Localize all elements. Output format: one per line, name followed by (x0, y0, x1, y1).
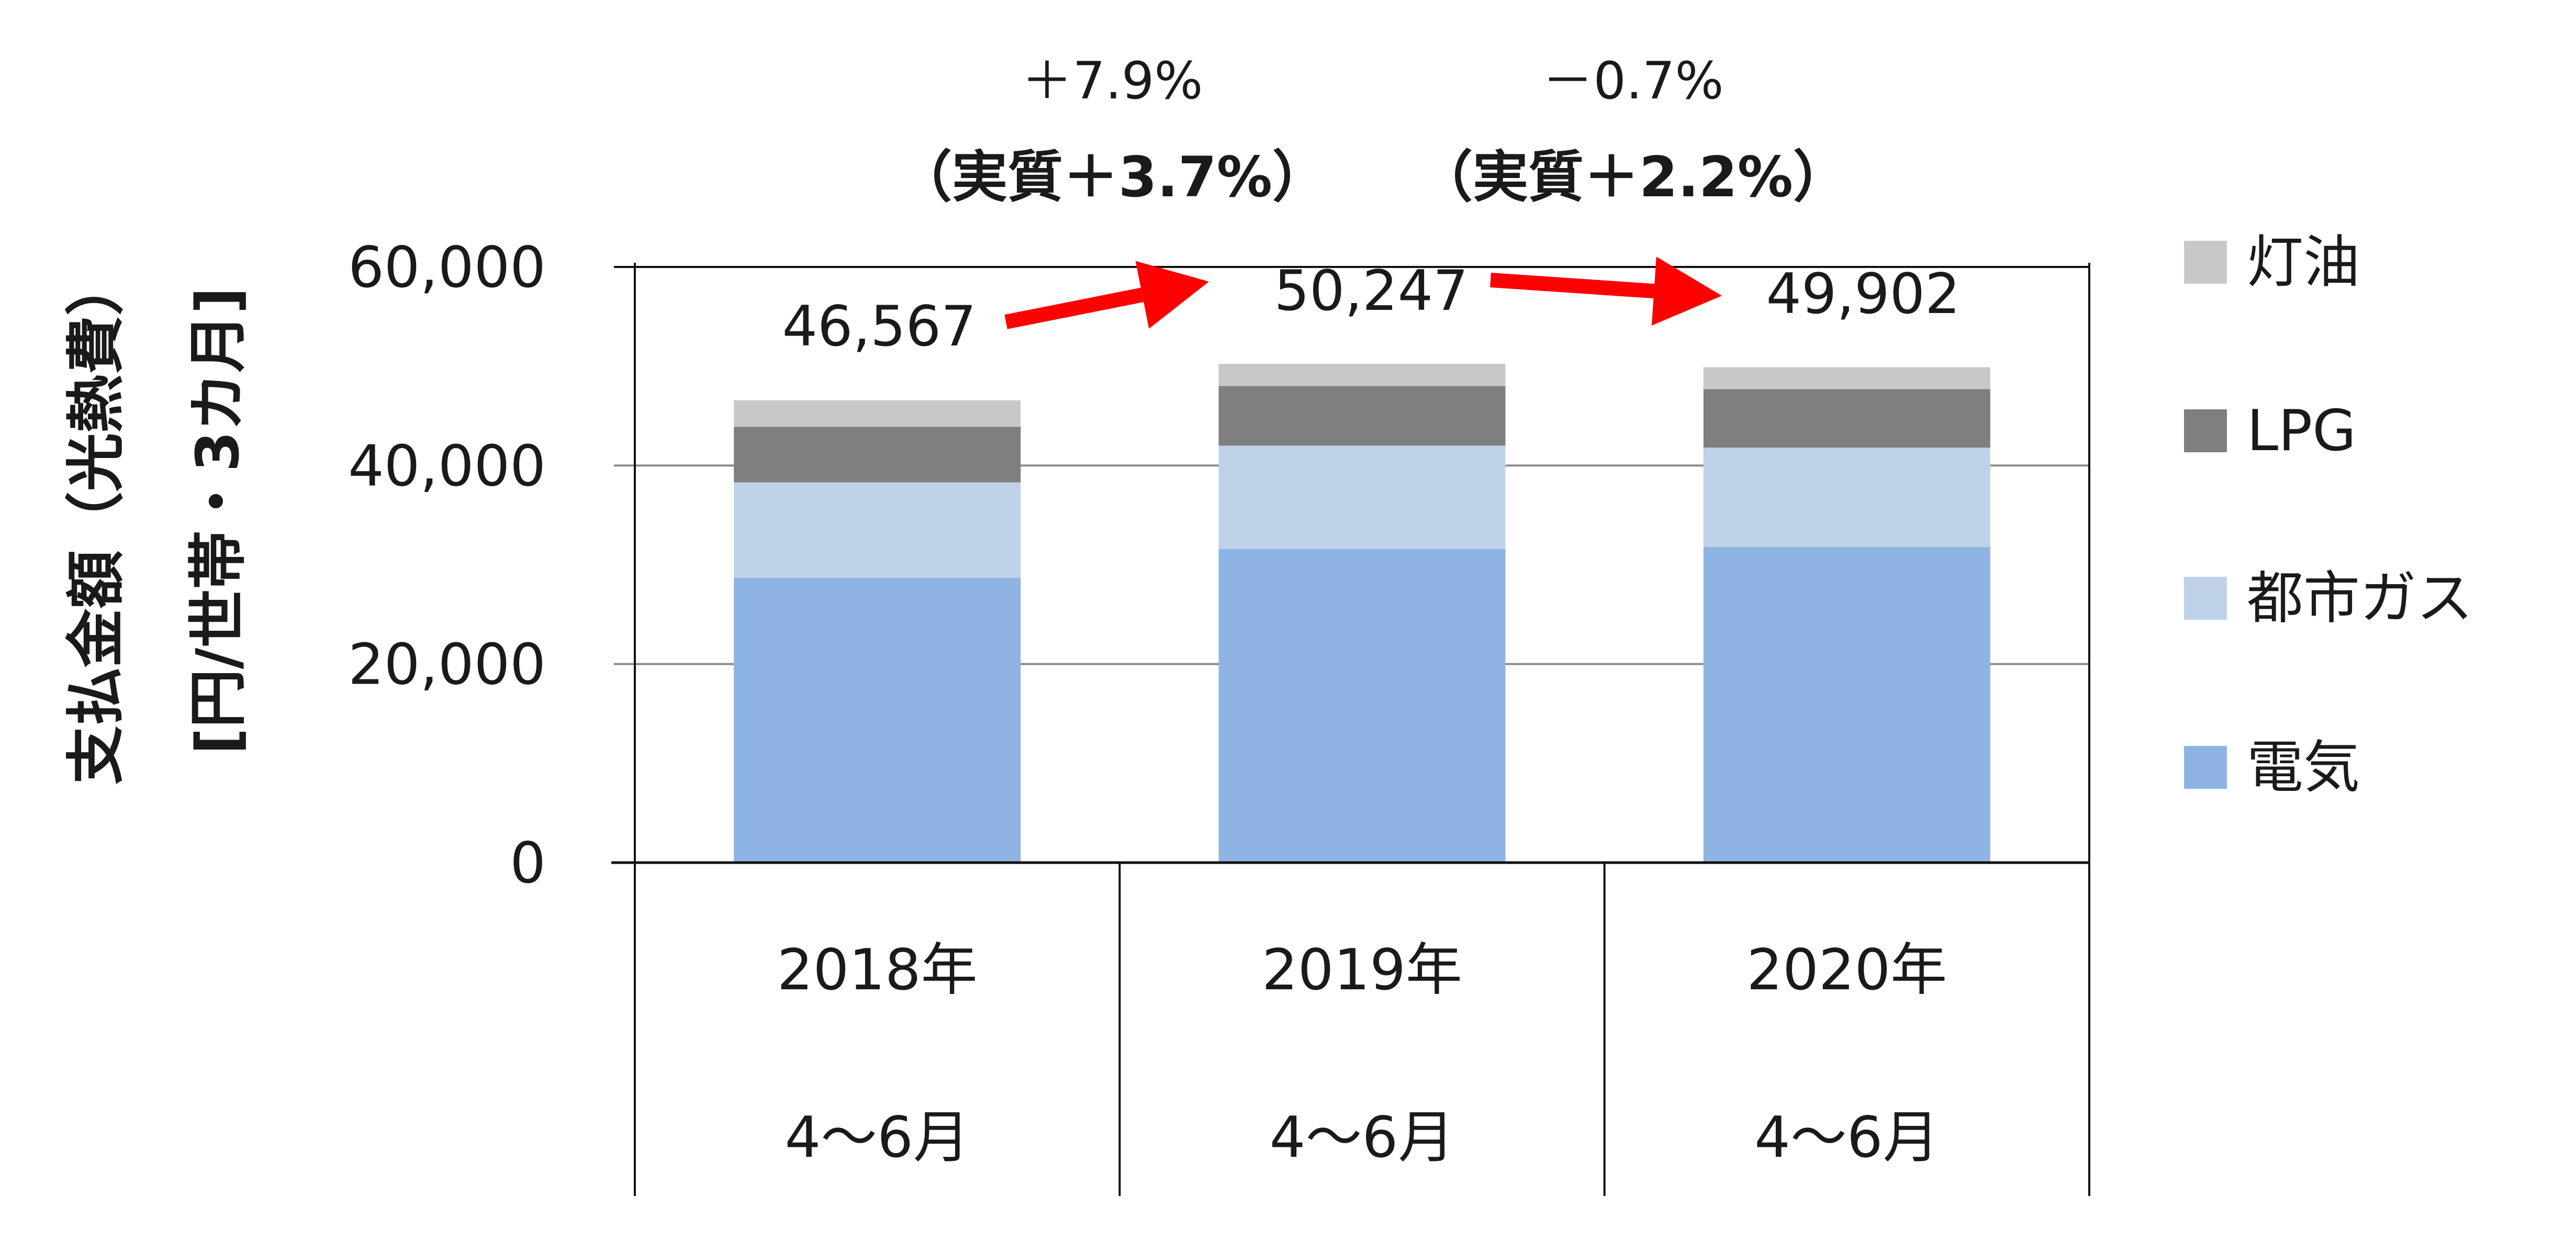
x-tick-label-period: 4～6月 (785, 1105, 969, 1170)
bar-segment-1-1 (734, 577, 1021, 863)
legend-swatch (2184, 409, 2227, 452)
x-tick-label-year: 2019年 (1262, 937, 1462, 1003)
y-tick-label: 40,000 (348, 433, 546, 499)
legend-label: 灯油 (2247, 230, 2360, 295)
bar-segment-2-3 (1218, 386, 1506, 446)
x-tick-label-year: 2020年 (1746, 937, 1947, 1003)
bar-segment-3-3 (1703, 389, 1990, 448)
y-tick-label: 0 (510, 831, 546, 896)
legend-label: LPG (2247, 398, 2356, 464)
change-arrow-head (1651, 256, 1722, 326)
legend-swatch (2184, 241, 2227, 284)
change-real-label: （実質＋3.7%） (897, 145, 1328, 209)
change-arrow-shaft (1004, 287, 1144, 329)
y-tick-label: 20,000 (348, 632, 546, 698)
bar-segment-2-2 (1218, 445, 1506, 549)
y-axis-title: [円/世帯・3カ月] (184, 287, 252, 754)
y-axis-title: 支払金額（光熱費） (62, 257, 130, 785)
change-arrow-head (1135, 261, 1209, 329)
total-label: 49,902 (1766, 262, 1961, 326)
bar-segment-2-4 (1218, 363, 1506, 386)
bar-segment-3-2 (1703, 448, 1990, 547)
bar-segment-1-2 (734, 482, 1021, 578)
legend-label: 電気 (2247, 735, 2360, 800)
bar-segment-1-4 (734, 400, 1021, 427)
bar-segment-3-4 (1703, 367, 1990, 389)
bar-segment-3-1 (1703, 546, 1990, 863)
change-nominal-label: －0.7% (1542, 51, 1724, 111)
change-nominal-label: ＋7.9% (1022, 51, 1203, 111)
x-tick-label-period: 4～6月 (1754, 1105, 1939, 1170)
bar-segment-1-3 (734, 427, 1021, 483)
total-label: 46,567 (782, 294, 977, 359)
change-real-label: （実質＋2.2%） (1417, 145, 1849, 209)
total-label: 50,247 (1274, 259, 1469, 323)
legend-swatch (2184, 746, 2227, 789)
legend-swatch (2184, 577, 2227, 620)
change-arrow-shaft (1490, 273, 1655, 299)
x-tick-label-period: 4～6月 (1270, 1105, 1454, 1170)
bar-segment-2-1 (1218, 549, 1506, 863)
y-tick-label: 60,000 (348, 235, 546, 300)
legend-label: 都市ガス (2247, 566, 2473, 631)
x-tick-label-year: 2018年 (777, 937, 978, 1003)
